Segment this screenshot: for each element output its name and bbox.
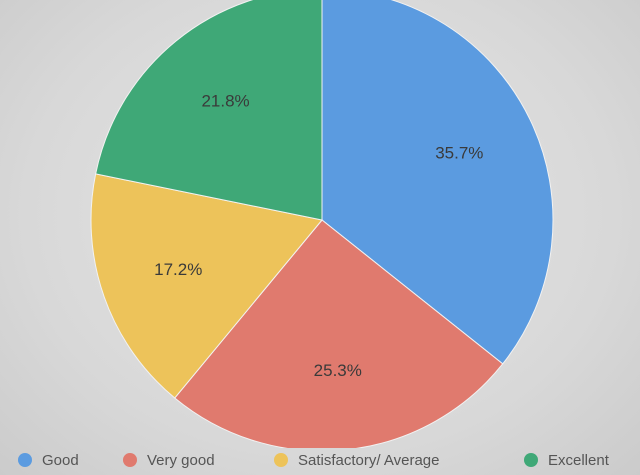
legend: Good Very good Satisfactory/ Average Exc… <box>0 448 640 472</box>
legend-item-excellent[interactable]: Excellent <box>524 448 609 472</box>
legend-swatch-excellent <box>524 453 538 467</box>
pie-slice-satisfactory-average[interactable] <box>90 173 323 399</box>
data-label-good: 35.7% <box>435 143 483 162</box>
data-label-satisfactory-average: 17.2% <box>154 260 202 279</box>
legend-swatch-good <box>18 453 32 467</box>
legend-label-good: Good <box>42 451 79 469</box>
legend-label-satisfactory-average: Satisfactory/ Average <box>298 451 440 469</box>
legend-item-good[interactable]: Good <box>18 448 79 472</box>
data-label-very-good: 25.3% <box>314 361 362 380</box>
pie-slice-good[interactable] <box>321 0 554 365</box>
legend-swatch-satisfactory-average <box>274 453 288 467</box>
pie-slice-excellent[interactable] <box>95 0 323 221</box>
legend-item-satisfactory-average[interactable]: Satisfactory/ Average <box>274 448 439 472</box>
legend-label-excellent: Excellent <box>548 451 609 469</box>
legend-swatch-very-good <box>123 453 137 467</box>
legend-label-very-good: Very good <box>147 451 215 469</box>
legend-item-very-good[interactable]: Very good <box>123 448 215 472</box>
data-label-excellent: 21.8% <box>201 91 249 110</box>
pie-chart: 35.7% 25.3% 17.2% 21.8% <box>90 0 554 448</box>
pie-slice-very-good[interactable] <box>174 219 504 448</box>
pie-data-labels: 35.7% 25.3% 17.2% 21.8% <box>154 91 483 380</box>
pie-slices <box>90 0 554 448</box>
